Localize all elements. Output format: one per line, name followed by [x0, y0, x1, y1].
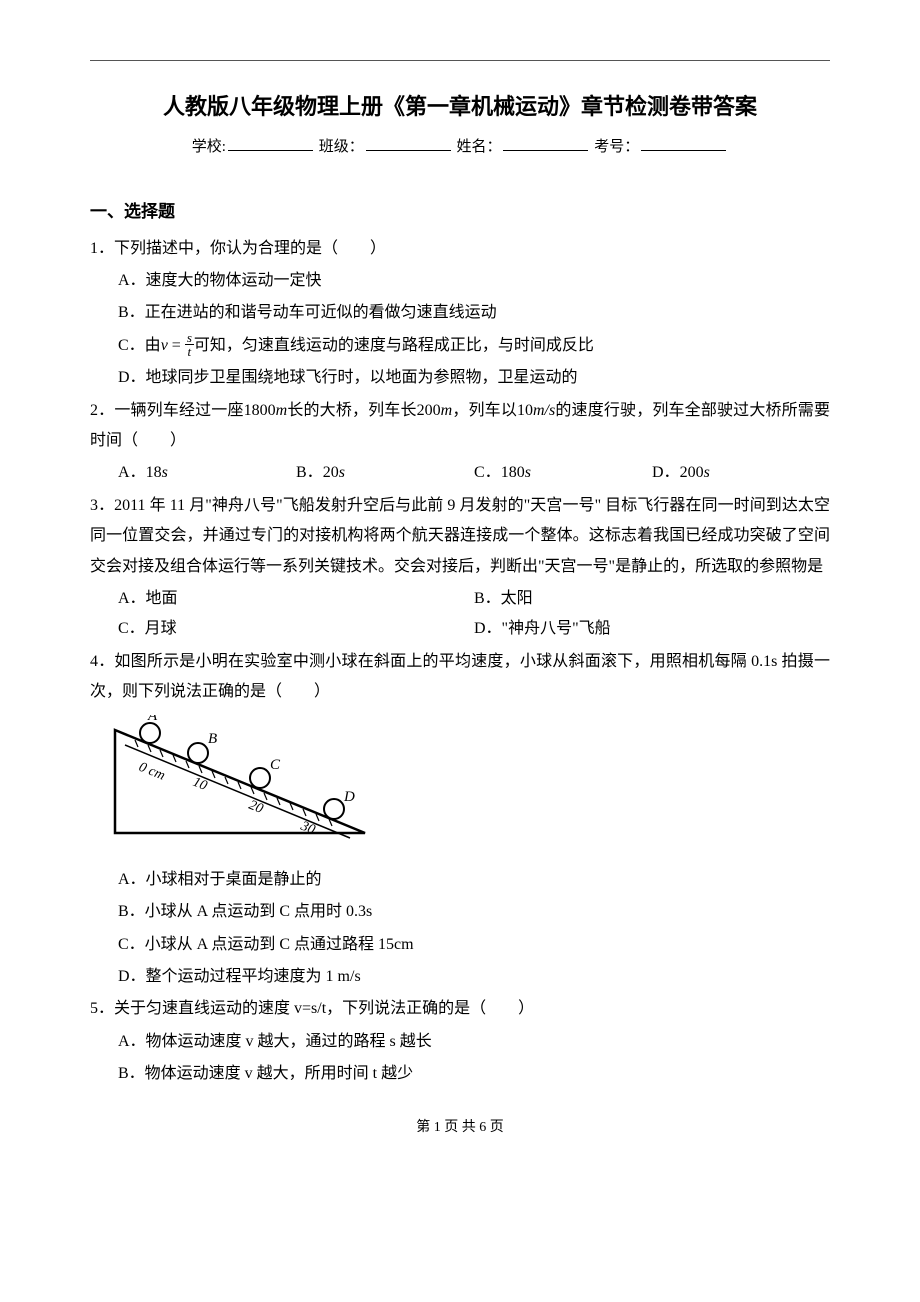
q2b-u: s [339, 464, 345, 481]
q2c-lbl: C． [474, 464, 501, 481]
class-blank [366, 136, 451, 151]
q3-row2: C．月球 D．"神舟八号"飞船 [90, 614, 830, 644]
q5-option-a: A．物体运动速度 v 越大，通过的路程 s 越长 [90, 1027, 830, 1057]
q2-pre: 2．一辆列车经过一座 [90, 402, 244, 419]
q2-option-a: A．18s [118, 458, 296, 488]
q1-option-c: C．由v = st可知，匀速直线运动的速度与路程成正比，与时间成反比 [90, 331, 830, 361]
incline-diagram: A B C D 0 cm 10 20 30 [100, 715, 830, 856]
q4-stem: 4．如图所示是小明在实验室中测小球在斜面上的平均速度，小球从斜面滚下，用照相机每… [90, 647, 830, 708]
label-a: A [147, 715, 158, 724]
question-2: 2．一辆列车经过一座1800m长的大桥，列车长200m，列车以10m/s的速度行… [90, 396, 830, 489]
q1-option-b: B．正在进站的和谐号动车可近似的看做匀速直线运动 [90, 298, 830, 328]
q2-option-b: B．20s [296, 458, 474, 488]
label-c: C [270, 757, 281, 773]
q1c-fraction: st [185, 331, 194, 358]
q2d-lbl: D． [652, 464, 680, 481]
q1c-v: v [161, 337, 168, 354]
examno-blank [641, 136, 726, 151]
diagram-svg: A B C D 0 cm 10 20 30 [100, 715, 380, 845]
section-1-header: 一、选择题 [90, 196, 830, 228]
q2-unit: m/s [533, 402, 555, 419]
q2d-u: s [704, 464, 710, 481]
q2a-val: 18 [146, 464, 162, 481]
q3-row1: A．地面 B．太阳 [90, 584, 830, 614]
q2-stem: 2．一辆列车经过一座1800m长的大桥，列车长200m，列车以10m/s的速度行… [90, 396, 830, 457]
question-4: 4．如图所示是小明在实验室中测小球在斜面上的平均速度，小球从斜面滚下，用照相机每… [90, 647, 830, 993]
q1-option-a: A．速度大的物体运动一定快 [90, 266, 830, 296]
q2-mid2: ，列车以 [452, 402, 517, 419]
footer-cur: 1 [434, 1120, 441, 1135]
q4-option-d: D．整个运动过程平均速度为 1 m/s [90, 962, 830, 992]
class-label: 班级： [319, 139, 364, 155]
q2-len1: 1800 [244, 402, 276, 419]
q2-option-c: C．180s [474, 458, 652, 488]
q5-stem: 5．关于匀速直线运动的速度 v=s/t，下列说法正确的是（ ） [90, 994, 830, 1024]
q2-speed: 10 [517, 402, 533, 419]
footer-post: 页 [486, 1120, 504, 1135]
doc-title: 人教版八年级物理上册《第一章机械运动》章节检测卷带答案 [90, 86, 830, 128]
name-blank [503, 136, 588, 151]
q3-option-b: B．太阳 [474, 584, 830, 614]
question-5: 5．关于匀速直线运动的速度 v=s/t，下列说法正确的是（ ） A．物体运动速度… [90, 994, 830, 1089]
name-label: 姓名： [456, 139, 501, 155]
q1c-den: t [185, 345, 194, 358]
q2-mid1: 长的大桥，列车长 [287, 402, 416, 419]
q2a-lbl: A． [118, 464, 146, 481]
label-d: D [343, 789, 355, 805]
footer-mid: 页 共 [441, 1120, 480, 1135]
q2-option-d: D．200s [652, 458, 830, 488]
question-3: 3．2011 年 11 月"神舟八号"飞船发射升空后与此前 9 月发射的"天宫一… [90, 491, 830, 645]
q1c-pre: C．由 [118, 337, 161, 354]
q3-option-c: C．月球 [118, 614, 474, 644]
q2b-val: 20 [323, 464, 339, 481]
q2-m2: m [441, 402, 453, 419]
q3-option-d: D．"神舟八号"飞船 [474, 614, 830, 644]
q2b-lbl: B． [296, 464, 323, 481]
q1-stem: 1．下列描述中，你认为合理的是（ ） [90, 234, 830, 264]
q1c-post: 可知，匀速直线运动的速度与路程成正比，与时间成反比 [194, 337, 594, 354]
q1c-eq: = [168, 337, 185, 354]
page-footer: 第 1 页 共 6 页 [90, 1115, 830, 1142]
q2c-val: 180 [501, 464, 525, 481]
footer-pre: 第 [416, 1120, 434, 1135]
q1c-num: s [185, 331, 194, 345]
question-1: 1．下列描述中，你认为合理的是（ ） A．速度大的物体运动一定快 B．正在进站的… [90, 234, 830, 394]
label-b: B [208, 731, 217, 747]
q4-option-a: A．小球相对于桌面是静止的 [90, 865, 830, 895]
examno-label: 考号： [594, 139, 639, 155]
q4-option-b: B．小球从 A 点运动到 C 点用时 0.3s [90, 897, 830, 927]
school-blank [228, 136, 313, 151]
q1-option-d: D．地球同步卫星围绕地球飞行时，以地面为参照物，卫星运动的 [90, 363, 830, 393]
q3-option-a: A．地面 [118, 584, 474, 614]
q2c-u: s [525, 464, 531, 481]
q5-option-b: B．物体运动速度 v 越大，所用时间 t 越少 [90, 1059, 830, 1089]
q2-options-row: A．18s B．20s C．180s D．200s [90, 458, 830, 488]
q4-option-c: C．小球从 A 点运动到 C 点通过路程 15cm [90, 930, 830, 960]
q2-len2: 200 [417, 402, 441, 419]
student-info-line: 学校: 班级： 姓名： 考号： [90, 133, 830, 162]
q2-m1: m [276, 402, 288, 419]
q2a-u: s [162, 464, 168, 481]
top-rule [90, 60, 830, 61]
q2d-val: 200 [680, 464, 704, 481]
q3-stem: 3．2011 年 11 月"神舟八号"飞船发射升空后与此前 9 月发射的"天宫一… [90, 491, 830, 582]
school-label: 学校: [192, 139, 226, 155]
